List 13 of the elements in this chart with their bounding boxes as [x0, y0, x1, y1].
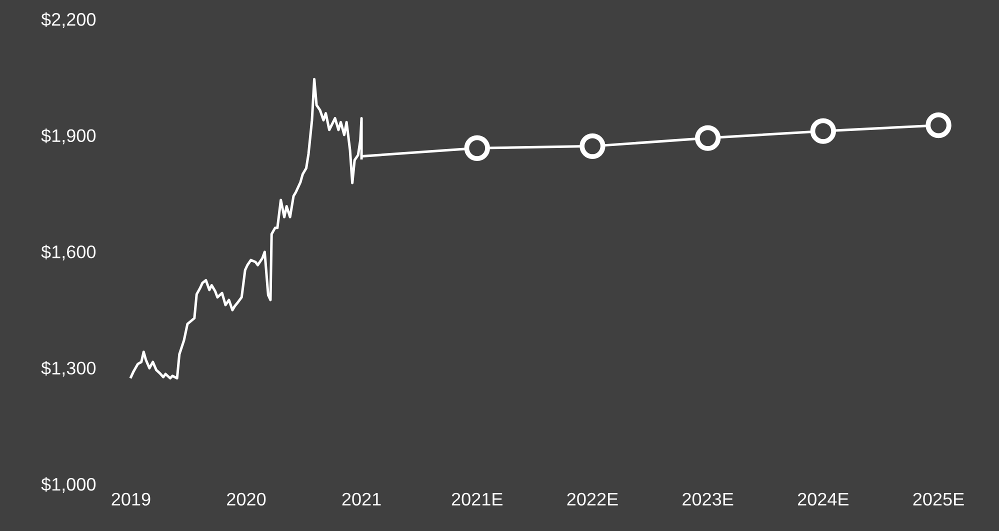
y-tick-label: $1,600	[41, 244, 96, 260]
x-tick-label: 2021	[342, 492, 381, 506]
y-tick-label: $1,900	[41, 128, 96, 144]
x-tick-label: 2025E	[913, 492, 964, 506]
y-tick-label: $1,300	[41, 360, 96, 377]
y-tick-label: $1,000	[41, 477, 96, 493]
x-tick-label: 2023E	[682, 492, 734, 506]
x-tick-label: 2024E	[798, 492, 848, 506]
x-tick-label: 2019	[112, 492, 150, 506]
x-tick-label: 2022E	[567, 492, 618, 506]
x-tick-label: 2020	[227, 492, 266, 506]
x-tick-label: 2021E	[452, 492, 502, 506]
y-tick-label: $2,200	[41, 12, 96, 28]
